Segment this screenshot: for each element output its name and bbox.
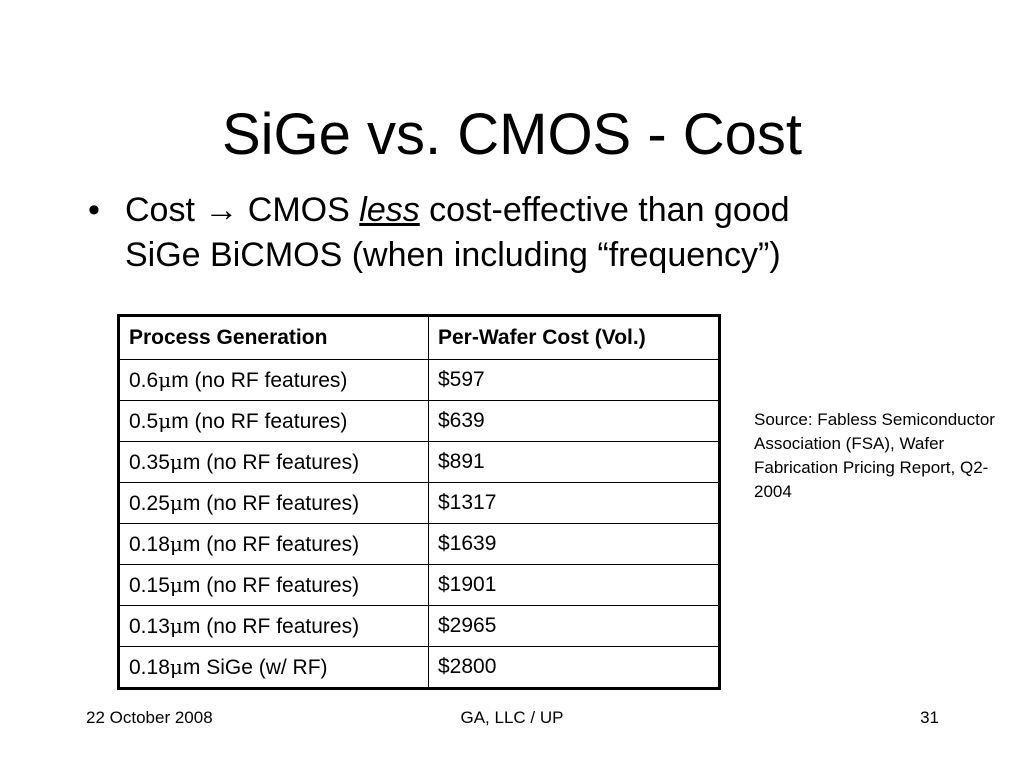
- micro-symbol: μ: [169, 531, 183, 556]
- process-size: 0.6: [129, 368, 159, 392]
- wafer-cost-cell: $639: [428, 400, 720, 442]
- table-row: 0.5μm (no RF features) $639: [118, 400, 720, 442]
- process-size: 0.13: [129, 614, 170, 638]
- micro-symbol: μ: [169, 572, 183, 597]
- bullet-dot-icon: •: [88, 191, 100, 229]
- table-row: 0.6μm (no RF features) $597: [118, 359, 720, 401]
- wafer-cost-cell: $891: [428, 441, 720, 483]
- micro-symbol: μ: [158, 408, 172, 433]
- header-per-wafer-cost: Per-Wafer Cost (Vol.): [428, 315, 720, 360]
- process-size: 0.18: [129, 655, 170, 679]
- table-row: 0.13μm (no RF features) $2965: [118, 605, 720, 647]
- slide-title: SiGe vs. CMOS - Cost: [221, 102, 803, 167]
- process-generation-cell: 0.5μm (no RF features): [118, 400, 429, 442]
- footer-page-number: 31: [920, 708, 939, 727]
- arrow-right-icon: →: [204, 191, 239, 229]
- table-row: 0.35μm (no RF features) $891: [118, 441, 720, 483]
- process-description: m (no RF features): [182, 614, 360, 638]
- wafer-cost-cell: $597: [428, 359, 720, 401]
- process-generation-cell: 0.25μm (no RF features): [118, 482, 429, 524]
- header-process-generation: Process Generation: [118, 315, 429, 360]
- footer-date: 22 October 2008: [86, 708, 213, 727]
- micro-symbol: μ: [169, 613, 183, 638]
- table-row: 0.18μm (no RF features) $1639: [118, 523, 720, 565]
- table-body: 0.6μm (no RF features) $597 0.5μm (no RF f…: [118, 359, 720, 689]
- process-generation-cell: 0.18μm (no RF features): [118, 523, 429, 565]
- bullet-point: • Cost → CMOS less cost-effective than g…: [88, 188, 968, 278]
- bullet-pre-emphasis: CMOS: [238, 191, 360, 229]
- table-row: 0.18μm SiGe (w/ RF) $2800: [118, 646, 720, 689]
- process-description: m (no RF features): [171, 368, 348, 392]
- process-generation-cell: 0.13μm (no RF features): [118, 605, 429, 647]
- process-generation-cell: 0.15μm (no RF features): [118, 564, 429, 606]
- bullet-prefix: Cost: [125, 191, 205, 229]
- bullet-emphasis: less: [359, 191, 420, 229]
- wafer-cost-cell: $1317: [428, 482, 720, 524]
- process-generation-cell: 0.6μm (no RF features): [118, 359, 429, 401]
- process-description: m (no RF features): [182, 450, 360, 474]
- process-size: 0.18: [129, 532, 170, 556]
- micro-symbol: μ: [169, 490, 183, 515]
- wafer-cost-cell: $2800: [428, 646, 720, 689]
- source-note: Source: Fabless Semiconductor Associatio…: [754, 410, 995, 501]
- process-description: m SiGe (w/ RF): [182, 655, 328, 679]
- bullet-line2: SiGe BiCMOS (when including “frequency”): [125, 236, 781, 274]
- bullet-line1-rest: cost-effective than good: [419, 191, 790, 229]
- process-size: 0.25: [129, 491, 170, 515]
- table-header-row: Process Generation Per-Wafer Cost (Vol.): [118, 315, 720, 360]
- process-size: 0.15: [129, 573, 170, 597]
- micro-symbol: μ: [169, 654, 183, 679]
- wafer-cost-cell: $2965: [428, 605, 720, 647]
- micro-symbol: μ: [158, 367, 172, 392]
- wafer-cost-cell: $1639: [428, 523, 720, 565]
- process-description: m (no RF features): [182, 491, 360, 515]
- table-row: 0.15μm (no RF features) $1901: [118, 564, 720, 606]
- table-row: 0.25μm (no RF features) $1317: [118, 482, 720, 524]
- wafer-cost-cell: $1901: [428, 564, 720, 606]
- process-description: m (no RF features): [171, 409, 348, 433]
- footer-organization: GA, LLC / UP: [460, 708, 564, 727]
- process-generation-cell: 0.35μm (no RF features): [118, 441, 429, 483]
- process-description: m (no RF features): [182, 573, 360, 597]
- wafer-cost-table: Process Generation Per-Wafer Cost (Vol.)…: [117, 314, 721, 690]
- process-size: 0.35: [129, 450, 170, 474]
- micro-symbol: μ: [169, 449, 183, 474]
- process-generation-cell: 0.18μm SiGe (w/ RF): [118, 646, 429, 689]
- process-size: 0.5: [129, 409, 159, 433]
- process-description: m (no RF features): [182, 532, 360, 556]
- bullet-text: Cost → CMOS less cost-effective than goo…: [125, 188, 968, 278]
